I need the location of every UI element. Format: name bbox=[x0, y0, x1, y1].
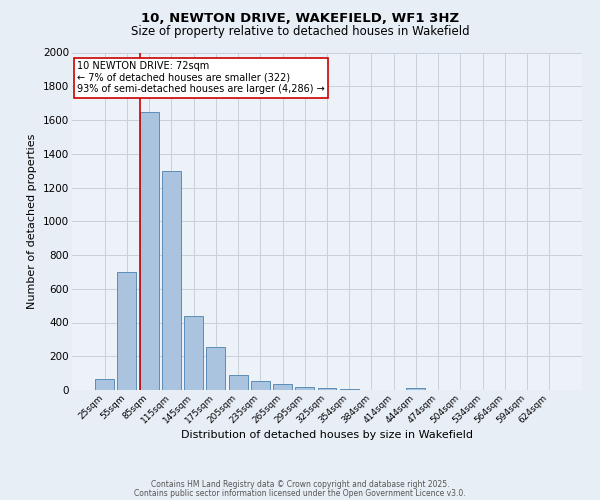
Bar bbox=[118, 272, 136, 390]
Text: Contains public sector information licensed under the Open Government Licence v3: Contains public sector information licen… bbox=[134, 488, 466, 498]
Title: 10, NEWTON DRIVE, WAKEFIELD, WF1 3HZ
Size of property relative to detached house: 10, NEWTON DRIVE, WAKEFIELD, WF1 3HZ Siz… bbox=[0, 499, 1, 500]
Bar bbox=[162, 170, 181, 390]
Bar bbox=[340, 389, 359, 390]
Bar bbox=[184, 316, 203, 390]
Text: 10, NEWTON DRIVE, WAKEFIELD, WF1 3HZ: 10, NEWTON DRIVE, WAKEFIELD, WF1 3HZ bbox=[141, 12, 459, 26]
Text: Size of property relative to detached houses in Wakefield: Size of property relative to detached ho… bbox=[131, 25, 469, 38]
Bar bbox=[295, 386, 314, 390]
X-axis label: Distribution of detached houses by size in Wakefield: Distribution of detached houses by size … bbox=[181, 430, 473, 440]
Bar bbox=[317, 388, 337, 390]
Bar bbox=[140, 112, 158, 390]
Text: Contains HM Land Registry data © Crown copyright and database right 2025.: Contains HM Land Registry data © Crown c… bbox=[151, 480, 449, 489]
Bar bbox=[95, 379, 114, 390]
Text: 10 NEWTON DRIVE: 72sqm
← 7% of detached houses are smaller (322)
93% of semi-det: 10 NEWTON DRIVE: 72sqm ← 7% of detached … bbox=[77, 61, 325, 94]
Bar bbox=[229, 375, 248, 390]
Bar bbox=[273, 384, 292, 390]
Y-axis label: Number of detached properties: Number of detached properties bbox=[28, 134, 37, 309]
Bar bbox=[206, 347, 225, 390]
Bar bbox=[406, 388, 425, 390]
Bar bbox=[251, 380, 270, 390]
